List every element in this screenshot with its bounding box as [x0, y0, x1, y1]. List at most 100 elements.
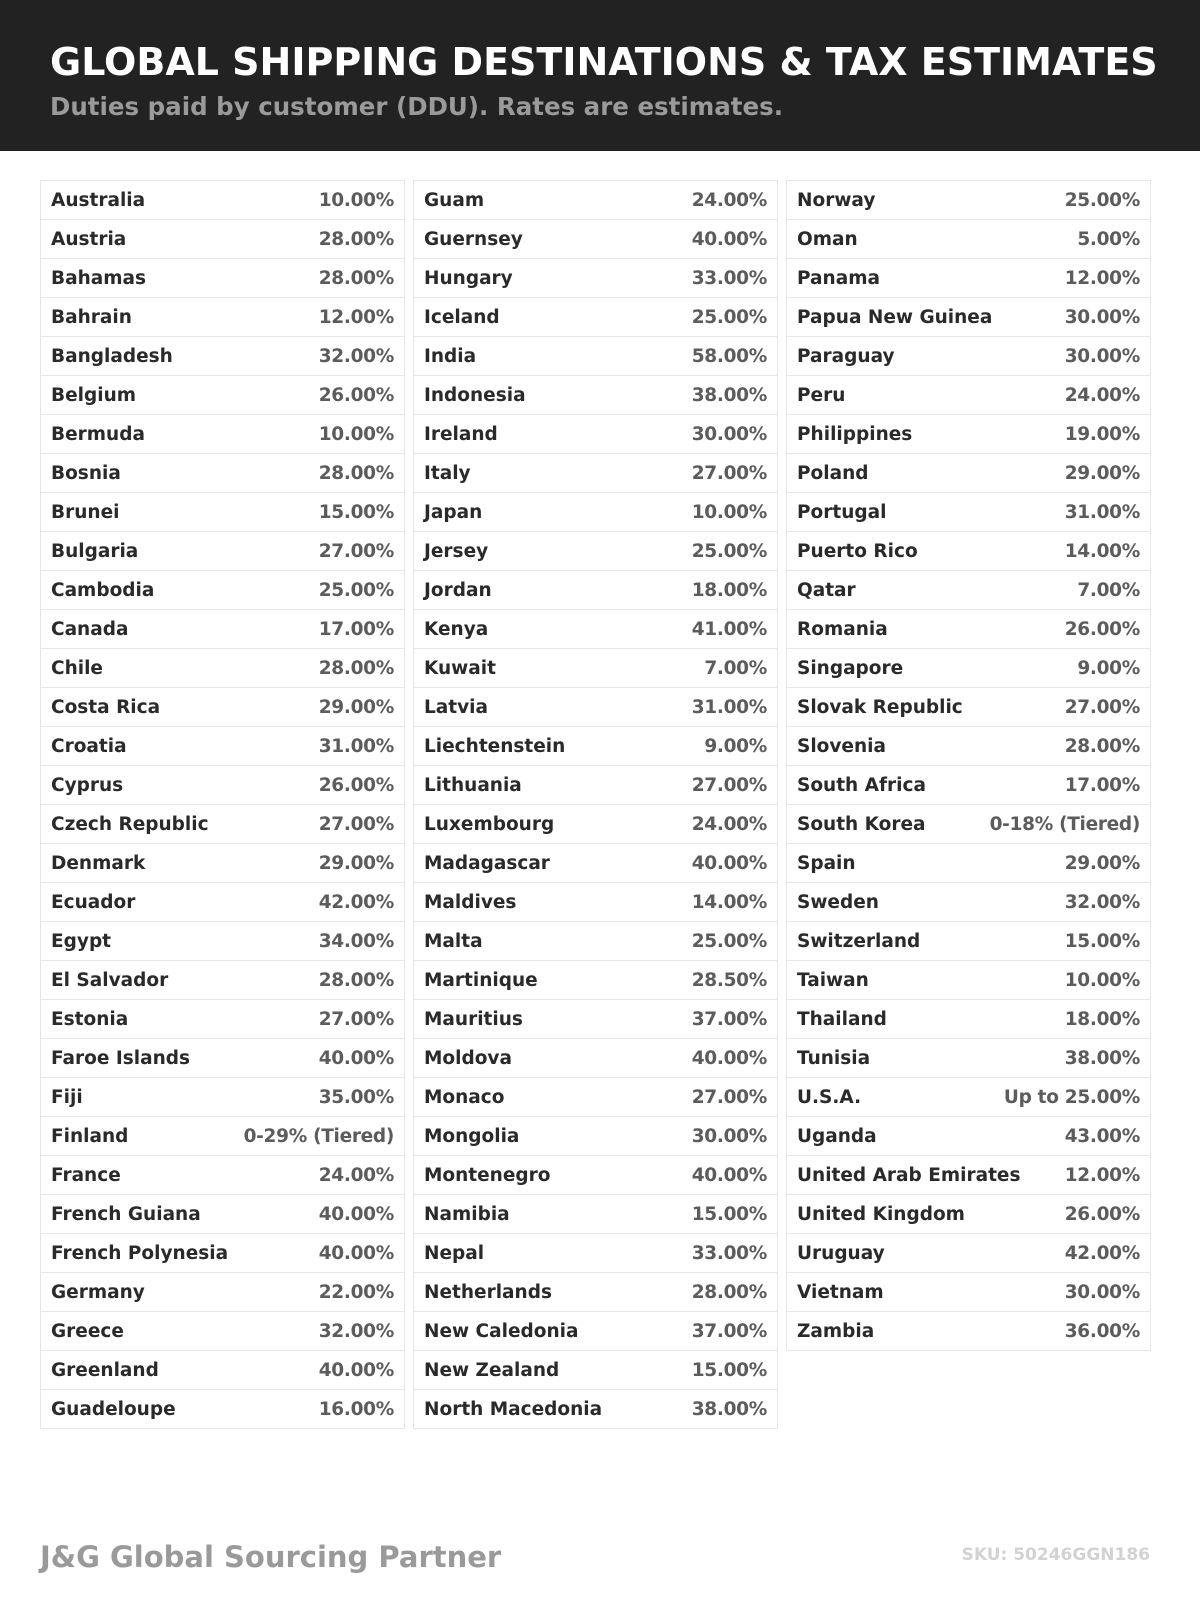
country-name: Australia: [51, 189, 146, 211]
country-name: Cambodia: [51, 579, 155, 601]
table-row: French Polynesia 40.00%: [41, 1234, 404, 1273]
table-row: El Salvador 28.00%: [41, 961, 404, 1000]
tax-rate: 18.00%: [691, 579, 768, 601]
tax-rate: 15.00%: [1064, 930, 1141, 952]
tax-rate: 5.00%: [1077, 228, 1140, 250]
country-name: French Polynesia: [51, 1242, 229, 1264]
country-name: Slovenia: [797, 735, 886, 757]
country-name: Finland: [51, 1125, 129, 1147]
table-row: Sweden 32.00%: [787, 883, 1150, 922]
page-title: GLOBAL SHIPPING DESTINATIONS & TAX ESTIM…: [50, 40, 1158, 84]
country-name: Romania: [797, 618, 888, 640]
country-name: Peru: [797, 384, 846, 406]
tax-rate: 26.00%: [1064, 618, 1141, 640]
table-row: Martinique 28.50%: [414, 961, 777, 1000]
table-row: Greece 32.00%: [41, 1312, 404, 1351]
brand-name: J&G Global Sourcing Partner: [40, 1540, 502, 1574]
country-name: Brunei: [51, 501, 120, 523]
tax-rate: 28.00%: [1064, 735, 1141, 757]
table-row: United Kingdom 26.00%: [787, 1195, 1150, 1234]
country-name: Faroe Islands: [51, 1047, 191, 1069]
header-banner: GLOBAL SHIPPING DESTINATIONS & TAX ESTIM…: [0, 0, 1200, 151]
country-name: Hungary: [424, 267, 513, 289]
table-row: Germany 22.00%: [41, 1273, 404, 1312]
country-name: Jersey: [424, 540, 489, 562]
table-row: Belgium 26.00%: [41, 376, 404, 415]
table-row: Brunei 15.00%: [41, 493, 404, 532]
country-name: Sweden: [797, 891, 879, 913]
country-name: Italy: [424, 462, 471, 484]
tax-rate: 9.00%: [704, 735, 767, 757]
table-row: Kuwait 7.00%: [414, 649, 777, 688]
table-row: Puerto Rico 14.00%: [787, 532, 1150, 571]
country-name: Moldova: [424, 1047, 512, 1069]
country-name: Papua New Guinea: [797, 306, 993, 328]
country-name: Ecuador: [51, 891, 136, 913]
tax-rate: 31.00%: [691, 696, 768, 718]
country-name: Bosnia: [51, 462, 121, 484]
country-name: South Korea: [797, 813, 926, 835]
tax-rate: 10.00%: [1064, 969, 1141, 991]
tax-rate: 27.00%: [1064, 696, 1141, 718]
table-row: Bangladesh 32.00%: [41, 337, 404, 376]
country-name: Iceland: [424, 306, 500, 328]
country-name: North Macedonia: [424, 1398, 603, 1420]
table-row: Ecuador 42.00%: [41, 883, 404, 922]
table-row: Croatia 31.00%: [41, 727, 404, 766]
table-row: Guernsey 40.00%: [414, 220, 777, 259]
tax-rate: 40.00%: [691, 852, 768, 874]
table-row: Slovenia 28.00%: [787, 727, 1150, 766]
table-row: Greenland 40.00%: [41, 1351, 404, 1390]
country-name: Germany: [51, 1281, 145, 1303]
table-row: French Guiana 40.00%: [41, 1195, 404, 1234]
table-row: Hungary 33.00%: [414, 259, 777, 298]
country-name: Taiwan: [797, 969, 869, 991]
page-subtitle: Duties paid by customer (DDU). Rates are…: [50, 92, 784, 121]
country-name: Madagascar: [424, 852, 550, 874]
country-name: Malta: [424, 930, 483, 952]
table-row: France 24.00%: [41, 1156, 404, 1195]
country-name: Estonia: [51, 1008, 129, 1030]
table-row: Romania 26.00%: [787, 610, 1150, 649]
tax-rate: 29.00%: [1064, 462, 1141, 484]
tax-rate: 33.00%: [691, 1242, 768, 1264]
tax-rate: 30.00%: [691, 423, 768, 445]
table-row: Maldives 14.00%: [414, 883, 777, 922]
table-row: Poland 29.00%: [787, 454, 1150, 493]
country-name: New Zealand: [424, 1359, 560, 1381]
table-row: Montenegro 40.00%: [414, 1156, 777, 1195]
country-name: Zambia: [797, 1320, 875, 1342]
tax-rate: 26.00%: [318, 774, 395, 796]
tax-rate: 32.00%: [318, 345, 395, 367]
country-name: Greenland: [51, 1359, 159, 1381]
tax-rate: 25.00%: [318, 579, 395, 601]
table-row: Chile 28.00%: [41, 649, 404, 688]
country-name: U.S.A.: [797, 1086, 862, 1108]
tax-rate: 27.00%: [691, 774, 768, 796]
country-name: Czech Republic: [51, 813, 209, 835]
table-row: Cambodia 25.00%: [41, 571, 404, 610]
table-row: Nepal 33.00%: [414, 1234, 777, 1273]
tax-rate: 40.00%: [318, 1359, 395, 1381]
tax-rate: 42.00%: [318, 891, 395, 913]
rates-column-1: Australia 10.00% Austria 28.00% Bahamas 28.00…: [40, 180, 405, 1429]
table-row: Mongolia 30.00%: [414, 1117, 777, 1156]
country-name: Thailand: [797, 1008, 887, 1030]
tax-rate: 34.00%: [318, 930, 395, 952]
table-row: Costa Rica 29.00%: [41, 688, 404, 727]
tax-rate: 22.00%: [318, 1281, 395, 1303]
tax-rate: 41.00%: [691, 618, 768, 640]
tax-rate: 40.00%: [318, 1047, 395, 1069]
tax-rate: 37.00%: [691, 1320, 768, 1342]
country-name: Bahamas: [51, 267, 147, 289]
table-row: Cyprus 26.00%: [41, 766, 404, 805]
tax-rate: 28.00%: [318, 462, 395, 484]
table-row: South Korea 0-18% (Tiered): [787, 805, 1150, 844]
country-name: Belgium: [51, 384, 137, 406]
country-name: Poland: [797, 462, 869, 484]
country-name: Maldives: [424, 891, 517, 913]
country-name: France: [51, 1164, 121, 1186]
country-name: Kenya: [424, 618, 489, 640]
country-name: India: [424, 345, 477, 367]
country-name: French Guiana: [51, 1203, 201, 1225]
